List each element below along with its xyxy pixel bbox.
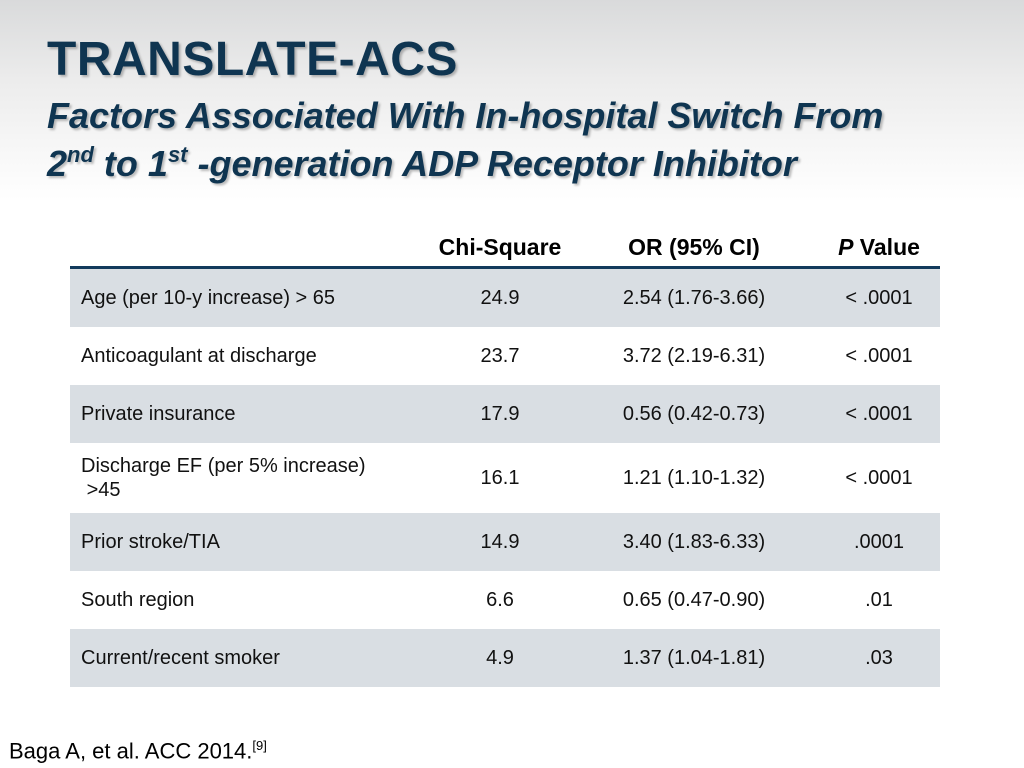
header-chi-square: Chi-Square: [438, 233, 562, 260]
row-p-value: .01: [865, 588, 893, 611]
row-chi-square: 24.9: [480, 286, 520, 309]
row-p-value: .0001: [853, 530, 905, 553]
row-chi-square: 4.9: [486, 646, 514, 669]
factors-table: Chi-Square OR (95% CI) P Value Age (per …: [70, 228, 940, 687]
row-factor: Anticoagulant at discharge: [81, 345, 317, 367]
row-factor: South region: [81, 589, 195, 611]
row-odds-ratio: 0.65 (0.47-0.90): [622, 588, 766, 611]
row-odds-ratio: 0.56 (0.42-0.73): [622, 402, 766, 425]
subtitle-ordinal-2: 2: [47, 143, 68, 184]
row-chi-square: 17.9: [480, 402, 520, 425]
row-chi-square: 6.6: [486, 588, 514, 611]
slide-title: TRANSLATE-ACS: [47, 33, 458, 86]
row-factor-line2: >45: [86, 479, 121, 501]
row-p-value: < .0001: [845, 402, 913, 425]
slide-subtitle: Factors Associated With In-hospital Swit…: [47, 92, 883, 188]
row-factor: Current/recent smoker: [81, 647, 280, 669]
row-factor: Prior stroke/TIA: [81, 531, 220, 553]
subtitle-rest: -generation ADP Receptor Inhibitor: [187, 143, 797, 184]
row-odds-ratio: 3.72 (2.19-6.31): [622, 344, 766, 367]
citation-text: Baga A, et al. ACC 2014.: [9, 738, 253, 764]
citation-ref: [9]: [252, 738, 267, 753]
header-p-rest: Value: [853, 233, 920, 260]
row-chi-square: 23.7: [480, 344, 520, 367]
row-factor: Discharge EF (per 5% increase) >45: [70, 454, 430, 502]
table-row: Private insurance 17.9 0.56 (0.42-0.73) …: [70, 385, 940, 443]
row-chi-square: 16.1: [480, 466, 520, 489]
table-row: Current/recent smoker 4.9 1.37 (1.04-1.8…: [70, 629, 940, 687]
row-factor: Private insurance: [81, 403, 236, 425]
table-header: Chi-Square OR (95% CI) P Value: [70, 228, 940, 269]
subtitle-line1: Factors Associated With In-hospital Swit…: [47, 95, 884, 136]
row-p-value: < .0001: [845, 286, 913, 309]
table-row: Prior stroke/TIA 14.9 3.40 (1.83-6.33) .…: [70, 513, 940, 571]
row-odds-ratio: 1.21 (1.10-1.32): [622, 466, 766, 489]
row-odds-ratio: 3.40 (1.83-6.33): [622, 530, 766, 553]
header-p-italic: P: [838, 233, 854, 260]
header-p-value: P Value: [818, 234, 940, 261]
subtitle-mid: to 1: [93, 143, 168, 184]
citation: Baga A, et al. ACC 2014.[9]: [9, 738, 267, 764]
subtitle-sup-st: st: [167, 142, 188, 167]
row-p-value: .03: [865, 646, 893, 669]
row-factor-line1: Discharge EF (per 5% increase): [81, 455, 366, 477]
table-row: South region 6.6 0.65 (0.47-0.90) .01: [70, 571, 940, 629]
row-odds-ratio: 1.37 (1.04-1.81): [622, 646, 766, 669]
row-chi-square: 14.9: [480, 530, 520, 553]
table-row: Anticoagulant at discharge 23.7 3.72 (2.…: [70, 327, 940, 385]
table-row: Age (per 10-y increase) > 65 24.9 2.54 (…: [70, 269, 940, 327]
row-p-value: < .0001: [845, 344, 913, 367]
row-factor: Age (per 10-y increase) > 65: [81, 287, 336, 309]
row-p-value: < .0001: [845, 466, 913, 489]
table-row: Discharge EF (per 5% increase) >45 16.1 …: [70, 443, 940, 513]
row-odds-ratio: 2.54 (1.76-3.66): [622, 286, 766, 309]
header-odds-ratio: OR (95% CI): [628, 233, 760, 260]
subtitle-sup-nd: nd: [67, 142, 94, 167]
